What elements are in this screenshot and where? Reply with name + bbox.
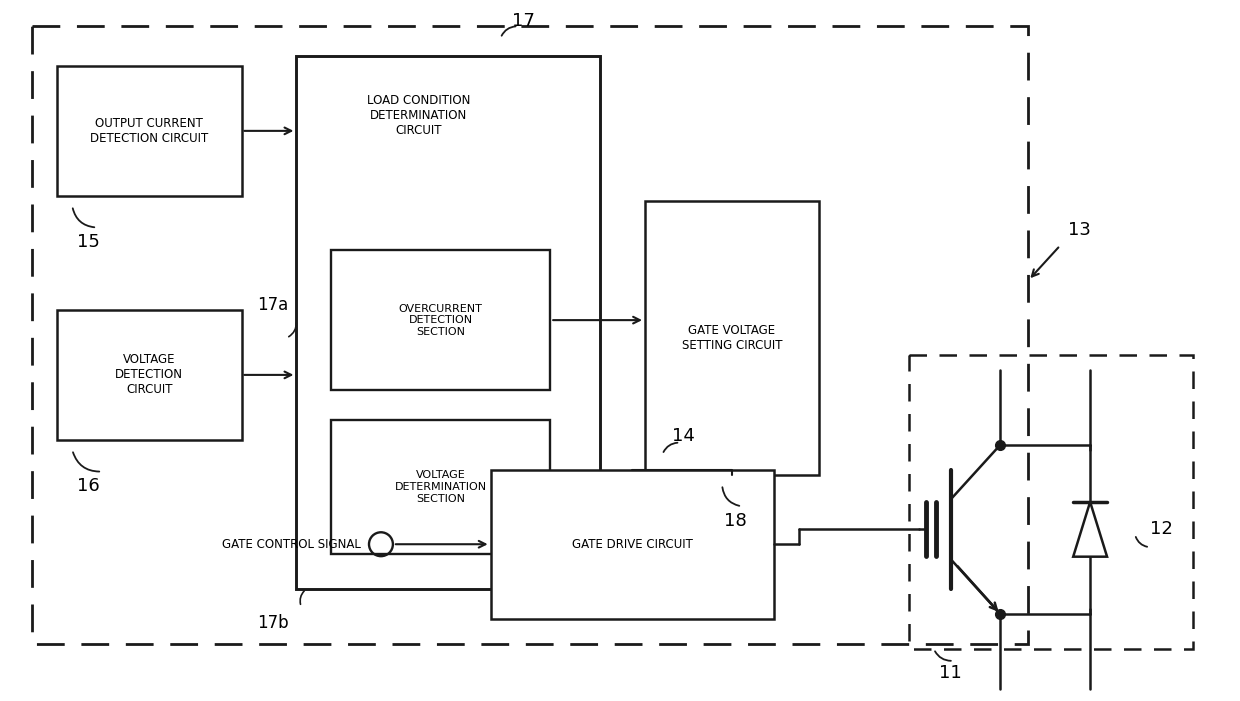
Text: OVERCURRENT
DETECTION
SECTION: OVERCURRENT DETECTION SECTION (399, 304, 482, 336)
Text: 15: 15 (77, 233, 100, 252)
Text: GATE CONTROL SIGNAL: GATE CONTROL SIGNAL (222, 538, 361, 551)
Text: GATE VOLTAGE
SETTING CIRCUIT: GATE VOLTAGE SETTING CIRCUIT (682, 324, 782, 352)
Text: GATE DRIVE CIRCUIT: GATE DRIVE CIRCUIT (572, 538, 693, 551)
Text: OUTPUT CURRENT
DETECTION CIRCUIT: OUTPUT CURRENT DETECTION CIRCUIT (91, 117, 208, 145)
Text: LOAD CONDITION
DETERMINATION
CIRCUIT: LOAD CONDITION DETERMINATION CIRCUIT (367, 95, 470, 137)
Text: VOLTAGE
DETERMINATION
SECTION: VOLTAGE DETERMINATION SECTION (394, 470, 487, 503)
Bar (491, 470, 775, 619)
Bar (645, 200, 820, 475)
Text: VOLTAGE
DETECTION
CIRCUIT: VOLTAGE DETECTION CIRCUIT (115, 353, 184, 396)
Text: 17: 17 (512, 13, 536, 30)
Text: 12: 12 (1149, 520, 1173, 538)
Bar (57, 310, 242, 440)
Text: 17a: 17a (257, 297, 289, 314)
Text: 14: 14 (672, 427, 696, 444)
Text: 17b: 17b (257, 614, 289, 632)
Text: 16: 16 (77, 477, 100, 496)
Text: 18: 18 (724, 512, 746, 531)
Bar (32, 27, 1028, 644)
Bar (57, 66, 242, 196)
Bar (331, 250, 551, 390)
Text: 11: 11 (939, 664, 961, 682)
Bar (296, 56, 600, 589)
Bar (909, 355, 1193, 649)
Bar (331, 420, 551, 554)
Text: 13: 13 (1068, 222, 1091, 240)
